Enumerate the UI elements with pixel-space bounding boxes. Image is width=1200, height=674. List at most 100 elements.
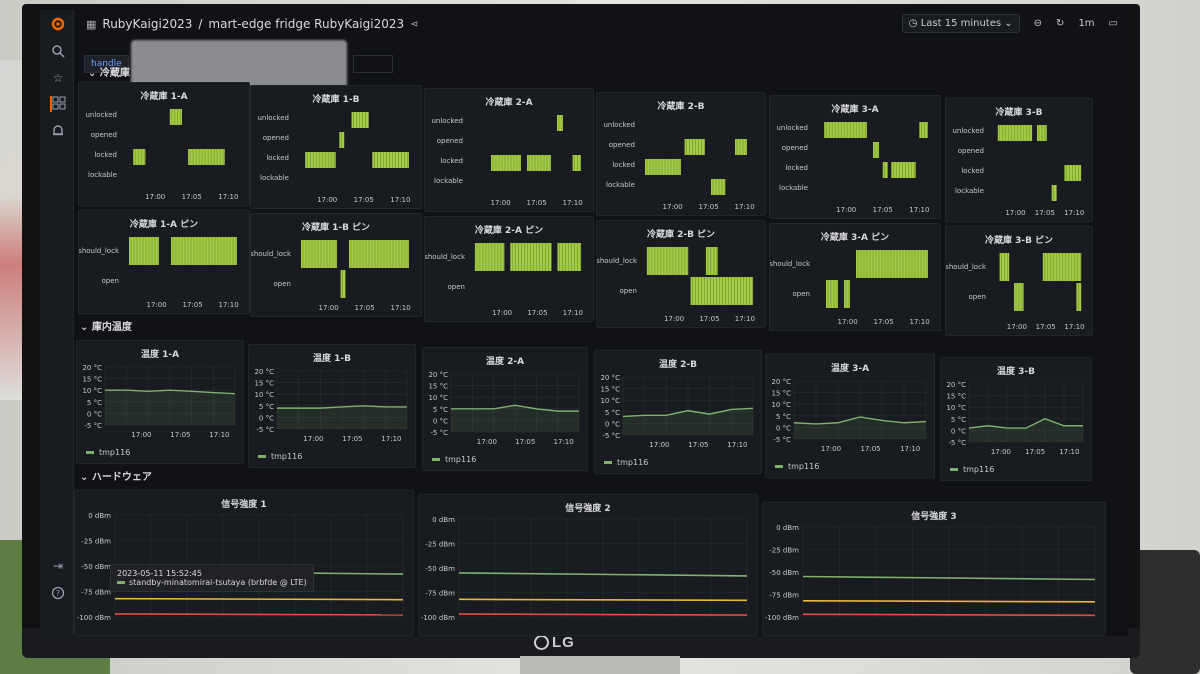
panel[interactable]: 冷蔵庫 1-A ピン should_lock open 17:00 17:05 17:10	[78, 210, 250, 314]
refresh-icon[interactable]: ↻	[1056, 18, 1065, 29]
state-bar	[824, 122, 867, 138]
panel[interactable]: 冷蔵庫 3-B ピン should_lock open 17:00 17:05 17:10	[945, 226, 1093, 336]
panel-title[interactable]: 冷蔵庫 3-B	[995, 108, 1043, 118]
panel-title[interactable]: 信号強度 3	[911, 512, 957, 522]
legend-swatch	[432, 458, 440, 461]
state-bar	[844, 280, 850, 308]
grafana-icon[interactable]	[50, 16, 66, 32]
state-label: opened	[609, 141, 635, 149]
row-hardware[interactable]: ⌄ ハードウェア	[80, 472, 152, 483]
panel-title[interactable]: 冷蔵庫 3-A	[831, 105, 879, 115]
time-tick: 17:10	[219, 301, 239, 309]
signin-icon[interactable]: ⇥	[52, 559, 64, 573]
panel-title[interactable]: 冷蔵庫 2-B ピン	[646, 230, 716, 240]
tv-icon[interactable]: ▭	[1108, 18, 1118, 29]
y-tick: 10 °C	[82, 387, 102, 395]
star-icon[interactable]: ☆	[52, 71, 64, 85]
panel-title[interactable]: 冷蔵庫 1-B	[312, 95, 360, 105]
legend-item[interactable]: tmp116	[775, 462, 819, 471]
panel-title[interactable]: 冷蔵庫 2-B	[657, 102, 705, 112]
panel-title[interactable]: 温度 2-A	[485, 357, 525, 367]
help-icon[interactable]: ?	[50, 586, 66, 602]
panel[interactable]: 冷蔵庫 3-A unlocked opened locked lockable 17:00…	[769, 95, 941, 219]
row-temperature[interactable]: ⌄ 庫内温度	[80, 322, 132, 333]
y-tick: 20 °C	[946, 381, 966, 389]
grid-icon[interactable]	[50, 96, 66, 112]
y-tick: 15 °C	[771, 390, 791, 398]
tooltip-swatch	[117, 581, 125, 584]
panel[interactable]: 温度 3-B 20 °C 15 °C 10 °C 5 °C 0 °C -5 °C 17:00 1…	[940, 357, 1092, 481]
panel-chart: 20 °C 15 °C 10 °C 5 °C 0 °C -5 °C 17:00 17:05 17…	[600, 374, 754, 449]
dashboard-title[interactable]: mart-edge fridge RubyKaigi2023	[208, 17, 405, 31]
bell-icon[interactable]	[50, 124, 66, 140]
legend-item[interactable]: tmp116	[432, 455, 476, 464]
panel[interactable]: 信号強度 3 0 dBm -25 dBm -50 dBm -75 dBm -100 dBm	[762, 502, 1106, 636]
panel[interactable]: 冷蔵庫 1-A unlocked opened locked lockable 17:00…	[78, 82, 250, 206]
panel[interactable]: 温度 2-A 20 °C 15 °C 10 °C 5 °C 0 °C -5 °C 17:00 1…	[422, 347, 588, 471]
refresh-interval[interactable]: 1m	[1078, 18, 1095, 29]
panel[interactable]: 冷蔵庫 2-B ピン should_lock open 17:00 17:05 17:10	[596, 220, 766, 328]
time-picker[interactable]: ◷ Last 15 minutes ⌄	[901, 14, 1020, 33]
legend-item[interactable]: tmp116	[258, 452, 302, 461]
panel-title[interactable]: 冷蔵庫 1-A ピン	[129, 220, 199, 230]
legend-item[interactable]: tmp116	[950, 465, 994, 474]
panel-title[interactable]: 温度 3-A	[830, 364, 870, 374]
share-icon[interactable]: ⋖	[410, 18, 419, 30]
y-tick: -5 °C	[84, 422, 102, 430]
time-tick: 17:00	[836, 206, 856, 214]
panel-title[interactable]: 温度 3-B	[997, 367, 1035, 377]
y-tick: 15 °C	[82, 376, 102, 384]
panel-title[interactable]: 冷蔵庫 3-B ピン	[984, 236, 1054, 246]
signal-line	[458, 572, 748, 577]
signal-line	[458, 613, 748, 616]
row-fridge[interactable]: ⌄ 冷蔵庫	[88, 68, 130, 79]
breadcrumb-folder[interactable]: RubyKaigi2023	[102, 17, 193, 31]
panel-title[interactable]: 温度 1-A	[140, 350, 180, 360]
variable-value-redacted[interactable]	[130, 40, 347, 88]
state-label: unlocked	[776, 124, 808, 132]
y-tick: 5 °C	[87, 399, 102, 407]
variable-select[interactable]	[352, 55, 393, 73]
legend-item[interactable]: tmp116	[86, 448, 130, 457]
panel[interactable]: 冷蔵庫 2-A unlocked opened locked lockable 17:00…	[424, 88, 594, 212]
state-bar	[646, 247, 689, 275]
panel[interactable]: 信号強度 2 0 dBm -25 dBm -50 dBm -75 dBm -100 dBm	[418, 494, 758, 636]
row-fridge-label: 冷蔵庫	[99, 68, 130, 79]
panel-title[interactable]: 温度 2-B	[659, 360, 697, 370]
panel[interactable]: 温度 2-B 20 °C 15 °C 10 °C 5 °C 0 °C -5 °C 17:00 1…	[594, 350, 762, 474]
legend-item[interactable]: tmp116	[604, 458, 648, 467]
panel[interactable]: 温度 1-A 20 °C 15 °C 10 °C 5 °C 0 °C -5 °C 17:00 1…	[76, 340, 244, 464]
state-bar	[349, 240, 409, 268]
panel-title[interactable]: 信号強度 1	[221, 500, 267, 510]
panel-title[interactable]: 冷蔵庫 2-A ピン	[474, 226, 544, 236]
panel[interactable]: 冷蔵庫 2-A ピン should_lock open 17:00 17:05 17:10	[424, 216, 594, 322]
panel[interactable]: 冷蔵庫 2-B unlocked opened locked lockable 17:00…	[596, 92, 766, 216]
series-area	[969, 418, 1083, 442]
panel-chart: 20 °C 15 °C 10 °C 5 °C 0 °C -5 °C 17:00 17:05 17…	[428, 371, 580, 446]
time-controls: ◷ Last 15 minutes ⌄ ⊖ ↻ 1m ▭	[901, 14, 1118, 33]
panel[interactable]: 温度 1-B 20 °C 15 °C 10 °C 5 °C 0 °C -5 °C 17:00 1…	[248, 344, 416, 468]
y-tick: 10 °C	[254, 391, 274, 399]
panel[interactable]: 冷蔵庫 3-B unlocked opened locked lockable 17:00…	[945, 98, 1093, 222]
panel[interactable]: 温度 3-A 20 °C 15 °C 10 °C 5 °C 0 °C -5 °C 17:00 1…	[765, 354, 935, 478]
time-tick: 17:05	[527, 199, 547, 207]
panel-title[interactable]: 温度 1-B	[313, 354, 351, 364]
panel[interactable]: 冷蔵庫 1-B ピン should_lock open 17:00 17:05 17:10	[250, 213, 422, 317]
state-label: locked	[785, 164, 808, 172]
panel[interactable]: 冷蔵庫 1-B unlocked opened locked lockable 17:00…	[250, 85, 422, 209]
panel-title[interactable]: 冷蔵庫 1-A	[140, 92, 188, 102]
panel-title[interactable]: 信号強度 2	[565, 504, 611, 514]
y-tick: 15 °C	[600, 386, 620, 394]
search-icon[interactable]	[50, 44, 66, 60]
state-label: lockable	[88, 171, 117, 179]
y-tick: 0 °C	[776, 424, 791, 432]
panel[interactable]: 信号強度 1 0 dBm -25 dBm -50 dBm -75 dBm -100 dBm	[74, 490, 414, 636]
zoom-out-icon[interactable]: ⊖	[1033, 18, 1043, 29]
panel-title[interactable]: 冷蔵庫 1-B ピン	[301, 223, 371, 233]
state-label: locked	[440, 157, 463, 165]
panel-title[interactable]: 冷蔵庫 3-A ピン	[820, 233, 890, 243]
state-bar	[351, 112, 369, 128]
panel-title[interactable]: 冷蔵庫 2-A	[485, 98, 533, 108]
panel[interactable]: 冷蔵庫 3-A ピン should_lock open 17:00 17:05 17:10	[769, 223, 941, 331]
